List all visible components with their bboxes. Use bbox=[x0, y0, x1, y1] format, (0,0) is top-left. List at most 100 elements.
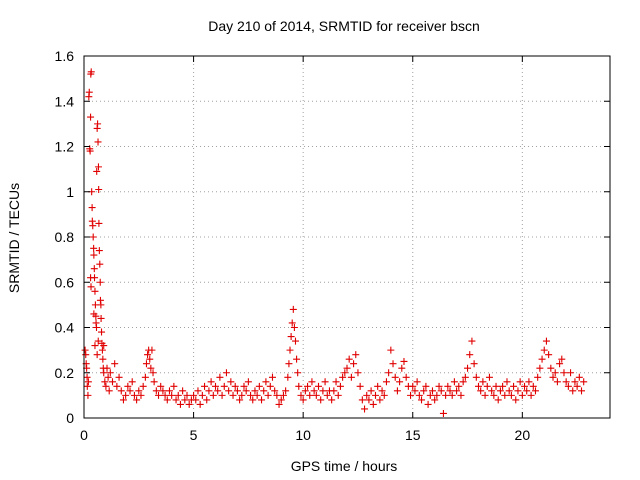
data-point bbox=[96, 260, 104, 268]
data-point bbox=[220, 382, 228, 390]
data-point bbox=[578, 387, 586, 395]
data-point bbox=[518, 391, 526, 399]
data-point bbox=[562, 378, 570, 386]
data-point bbox=[433, 391, 441, 399]
data-point bbox=[262, 378, 270, 386]
data-point bbox=[106, 369, 114, 377]
data-point bbox=[514, 387, 522, 395]
data-point bbox=[115, 373, 123, 381]
data-point bbox=[431, 396, 439, 404]
data-point bbox=[347, 373, 355, 381]
data-points bbox=[81, 68, 588, 417]
data-point bbox=[485, 373, 493, 381]
data-point bbox=[457, 391, 465, 399]
data-point bbox=[225, 387, 233, 395]
data-point bbox=[96, 278, 104, 286]
data-point bbox=[420, 387, 428, 395]
data-point bbox=[289, 305, 297, 313]
data-point bbox=[304, 382, 312, 390]
data-point bbox=[212, 382, 219, 390]
data-point bbox=[229, 391, 237, 399]
data-point bbox=[437, 387, 445, 395]
data-point bbox=[409, 382, 417, 390]
data-point bbox=[135, 387, 143, 395]
data-point bbox=[560, 369, 568, 377]
data-point bbox=[369, 400, 377, 408]
data-point bbox=[111, 360, 119, 368]
data-point bbox=[288, 319, 296, 327]
data-point bbox=[92, 324, 100, 331]
data-point bbox=[464, 364, 472, 372]
grid-lines bbox=[84, 56, 610, 418]
data-point bbox=[291, 337, 299, 345]
data-point bbox=[113, 382, 121, 390]
data-point bbox=[317, 396, 325, 404]
data-point bbox=[490, 391, 498, 399]
data-point bbox=[573, 382, 581, 390]
data-point bbox=[553, 378, 561, 386]
data-point bbox=[542, 337, 550, 345]
data-point bbox=[271, 387, 279, 395]
data-point bbox=[470, 360, 478, 368]
data-point bbox=[101, 378, 109, 386]
data-point bbox=[538, 355, 546, 363]
data-point bbox=[385, 369, 393, 377]
data-point bbox=[105, 387, 113, 395]
data-point bbox=[133, 396, 141, 404]
data-point bbox=[91, 287, 99, 295]
data-point bbox=[139, 382, 147, 390]
data-point bbox=[203, 396, 211, 404]
x-axis-label: GPS time / hours bbox=[291, 458, 398, 474]
data-point bbox=[287, 333, 295, 341]
data-point bbox=[556, 360, 564, 368]
data-point bbox=[222, 369, 230, 377]
data-point bbox=[477, 387, 485, 395]
data-point bbox=[90, 251, 98, 259]
data-point bbox=[216, 373, 224, 381]
data-point bbox=[86, 147, 94, 155]
data-point bbox=[90, 244, 98, 252]
data-point bbox=[479, 378, 487, 386]
data-point bbox=[196, 400, 204, 408]
data-point bbox=[152, 387, 160, 395]
data-point bbox=[242, 387, 250, 395]
data-point bbox=[253, 391, 261, 399]
data-point bbox=[90, 310, 98, 318]
data-point bbox=[149, 369, 157, 377]
data-point bbox=[496, 387, 504, 395]
data-point bbox=[354, 369, 362, 377]
data-point bbox=[146, 355, 154, 363]
y-axis-label: SRMTID / TECUs bbox=[6, 183, 22, 293]
data-point bbox=[179, 387, 187, 395]
data-point bbox=[124, 382, 132, 390]
data-point bbox=[185, 400, 193, 408]
data-point bbox=[142, 360, 150, 368]
data-point bbox=[367, 387, 375, 395]
data-point bbox=[260, 387, 268, 395]
data-point bbox=[531, 387, 539, 395]
data-point bbox=[258, 396, 266, 404]
data-point bbox=[264, 391, 272, 399]
data-point bbox=[83, 382, 91, 390]
data-point bbox=[144, 351, 152, 359]
data-point bbox=[523, 387, 531, 395]
data-point bbox=[481, 391, 489, 399]
data-point bbox=[194, 387, 202, 395]
data-point bbox=[93, 351, 101, 359]
data-point bbox=[247, 391, 255, 399]
data-point bbox=[214, 387, 222, 395]
data-point bbox=[290, 324, 298, 331]
data-point bbox=[371, 391, 379, 399]
data-point bbox=[567, 369, 575, 377]
data-point bbox=[183, 391, 191, 399]
data-point bbox=[205, 387, 213, 395]
data-point bbox=[207, 378, 215, 386]
y-tick-label: 0.8 bbox=[55, 229, 75, 245]
x-tick-label: 10 bbox=[295, 427, 311, 443]
data-point bbox=[170, 382, 178, 390]
data-point bbox=[571, 378, 579, 386]
data-point bbox=[358, 396, 366, 404]
data-point bbox=[328, 396, 336, 404]
data-point bbox=[339, 373, 347, 381]
data-point bbox=[352, 351, 360, 359]
